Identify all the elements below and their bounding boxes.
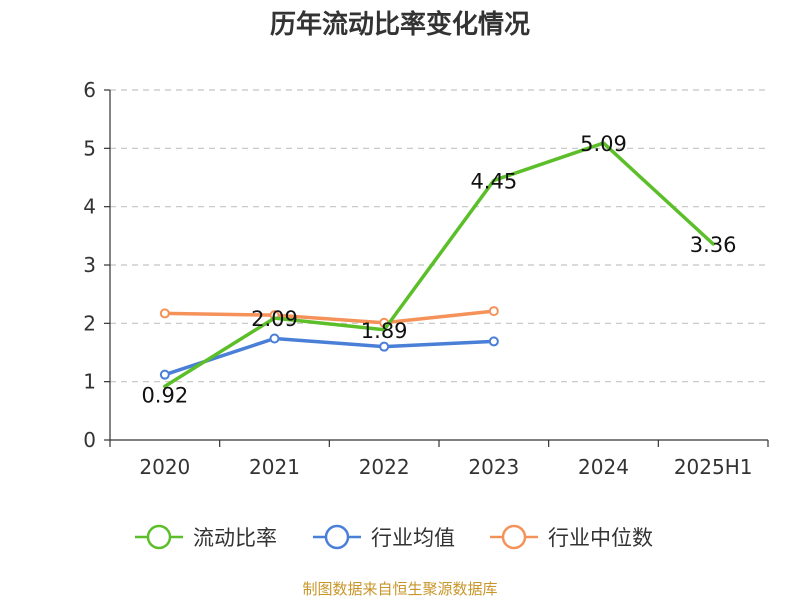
x-tick-label: 2022 bbox=[359, 455, 410, 479]
data-label: 1.89 bbox=[361, 319, 408, 343]
x-tick-label: 2025H1 bbox=[674, 455, 753, 479]
x-tick-label: 2021 bbox=[249, 455, 300, 479]
legend-label: 行业中位数 bbox=[548, 526, 653, 550]
data-label: 5.09 bbox=[580, 132, 627, 156]
series-line bbox=[163, 309, 496, 325]
series-line bbox=[163, 141, 715, 389]
y-tick-label: 0 bbox=[83, 428, 96, 452]
y-tick-label: 1 bbox=[83, 370, 96, 394]
data-point bbox=[159, 308, 170, 319]
data-point bbox=[488, 336, 499, 347]
chart-title: 历年流动比率变化情况 bbox=[269, 10, 530, 40]
legend-marker bbox=[146, 524, 172, 550]
data-point bbox=[379, 341, 390, 352]
data-label: 4.45 bbox=[470, 169, 517, 193]
data-point bbox=[269, 333, 280, 344]
data-label: 0.92 bbox=[141, 383, 188, 407]
x-tick-label: 2023 bbox=[468, 455, 519, 479]
data-point bbox=[159, 369, 170, 380]
axes: 0 1 2 3 4 5 6 2020 2021 2022 2023 2024 2025H1 bbox=[83, 78, 769, 479]
legend-marker bbox=[501, 524, 527, 550]
y-tick-label: 4 bbox=[83, 195, 96, 219]
y-tick-label: 3 bbox=[83, 253, 96, 277]
series-line bbox=[163, 336, 496, 377]
source-note: 制图数据来自恒生聚源数据库 bbox=[302, 580, 498, 598]
y-tick-label: 6 bbox=[83, 78, 96, 102]
y-tick-label: 2 bbox=[83, 311, 96, 335]
data-label: 2.09 bbox=[251, 307, 298, 331]
legend-marker bbox=[324, 524, 350, 550]
data-point bbox=[488, 306, 499, 317]
series-lines bbox=[159, 141, 715, 389]
y-tick-label: 5 bbox=[83, 136, 96, 160]
x-tick-label: 2020 bbox=[139, 455, 190, 479]
x-tick-label: 2024 bbox=[578, 455, 629, 479]
legend-label: 流动比率 bbox=[193, 526, 277, 550]
data-label: 3.36 bbox=[690, 233, 737, 257]
gridlines bbox=[110, 89, 768, 383]
legend-label: 行业均值 bbox=[371, 526, 455, 550]
data-labels: 0.92 2.09 1.89 4.45 5.09 3.36 bbox=[141, 132, 736, 407]
legend: 流动比率 行业均值 行业中位数 bbox=[135, 524, 653, 550]
